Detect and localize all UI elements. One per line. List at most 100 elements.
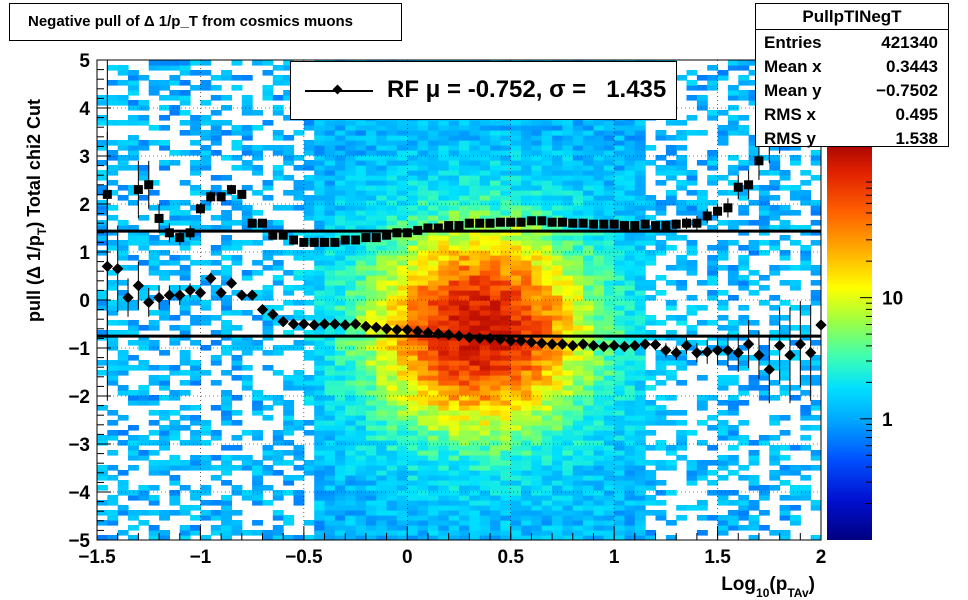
sigma-point xyxy=(382,230,392,240)
sigma-point xyxy=(226,185,236,195)
sigma-point xyxy=(516,217,526,227)
sigma-point xyxy=(640,219,650,229)
rf-point xyxy=(784,349,796,361)
sigma-point xyxy=(444,221,454,231)
sigma-point xyxy=(609,219,619,229)
rf-point xyxy=(556,338,569,350)
colorbar-tick-label: 1 xyxy=(882,410,893,431)
sigma-point xyxy=(651,221,661,231)
rf-point xyxy=(494,333,507,346)
sigma-point xyxy=(495,217,505,227)
sigma-point xyxy=(588,219,598,229)
x-tick-label: 1 xyxy=(609,547,620,568)
rf-point xyxy=(711,344,724,357)
sigma-point xyxy=(144,180,154,190)
sigma-point xyxy=(330,237,340,247)
x-axis-label: Log10(pTAv) xyxy=(721,574,815,600)
stats-value: 0.495 xyxy=(895,105,938,124)
rf-point xyxy=(598,340,610,353)
y-tick-label: −2 xyxy=(68,387,90,408)
sigma-point xyxy=(216,192,226,202)
y-tick-label: 3 xyxy=(79,147,90,168)
sigma-point xyxy=(671,219,681,229)
colorbar xyxy=(827,140,872,540)
rf-point xyxy=(474,332,486,345)
rf-point xyxy=(267,308,279,321)
rf-point xyxy=(525,336,538,348)
y-tick-label: 5 xyxy=(79,51,90,72)
sigma-point xyxy=(578,218,588,228)
rf-point xyxy=(629,339,641,352)
sigma-point xyxy=(423,223,433,233)
sigma-point xyxy=(268,230,278,240)
rf-point xyxy=(370,321,382,334)
sigma-point xyxy=(454,221,464,231)
rf-point xyxy=(432,327,444,340)
rf-point xyxy=(753,349,765,361)
y-axis-label: pull (Δ 1/pT) Total chi2 Cut xyxy=(24,99,49,322)
rf-point xyxy=(246,289,258,301)
sigma-point xyxy=(371,233,381,243)
sigma-point xyxy=(320,237,330,247)
rf-point xyxy=(794,338,806,350)
rf-point xyxy=(329,318,341,330)
rf-point xyxy=(380,323,393,335)
x-tick-label: 1.5 xyxy=(704,547,731,568)
rf-point xyxy=(236,289,248,301)
sigma-point xyxy=(630,221,640,231)
rf-point xyxy=(277,315,289,328)
sigma-point xyxy=(392,228,402,238)
rf-point xyxy=(411,325,424,337)
stats-row-rms-x: RMS x 0.495 xyxy=(756,102,948,126)
rf-point xyxy=(287,318,300,330)
rf-point xyxy=(308,319,320,331)
rf-point xyxy=(143,296,155,309)
sigma-point xyxy=(257,218,267,228)
stats-key: Mean y xyxy=(764,81,822,100)
sigma-point xyxy=(361,233,371,243)
rf-point xyxy=(546,338,558,350)
sigma-point xyxy=(713,206,723,216)
sigma-point xyxy=(206,192,216,202)
x-tick-label: −0.5 xyxy=(285,547,323,568)
rf-point xyxy=(742,338,755,350)
sigma-point xyxy=(557,217,567,227)
rf-point xyxy=(194,287,207,299)
sigma-point xyxy=(733,182,743,192)
sigma-point xyxy=(506,217,516,227)
sigma-point xyxy=(661,221,671,231)
rf-point xyxy=(763,363,775,376)
stats-value: 1.538 xyxy=(895,129,938,148)
sigma-point xyxy=(133,185,143,195)
stats-value: 421340 xyxy=(881,33,938,52)
rf-point xyxy=(815,319,827,331)
stats-key: Mean x xyxy=(764,57,822,76)
plot-title: Negative pull of Δ 1/p_T from cosmics mu… xyxy=(28,13,354,30)
rf-point xyxy=(515,335,527,347)
rf-point xyxy=(505,335,517,347)
sigma-point xyxy=(237,189,247,199)
rf-point xyxy=(163,289,176,301)
stats-key: Entries xyxy=(764,33,822,52)
colorbar-tick-label: 10 xyxy=(882,289,903,310)
sigma-point xyxy=(485,218,495,228)
sigma-point xyxy=(247,218,257,228)
sigma-point xyxy=(692,218,702,228)
rf-point xyxy=(132,279,145,292)
stats-value: 0.3443 xyxy=(886,57,938,76)
rf-point xyxy=(443,328,455,341)
sigma-point xyxy=(278,230,288,240)
rf-point xyxy=(174,289,186,301)
rf-point xyxy=(608,339,620,352)
legend-marker xyxy=(332,84,343,95)
heatmap-cells xyxy=(97,60,821,540)
rf-point xyxy=(660,344,672,357)
x-tick-label: 0 xyxy=(402,547,413,568)
rf-point xyxy=(722,344,734,357)
sigma-point xyxy=(682,218,692,228)
rf-point xyxy=(484,332,496,345)
sigma-point xyxy=(195,204,205,214)
rf-point xyxy=(225,277,238,289)
sigma-point xyxy=(702,211,712,221)
y-tick-label: −3 xyxy=(68,435,90,456)
